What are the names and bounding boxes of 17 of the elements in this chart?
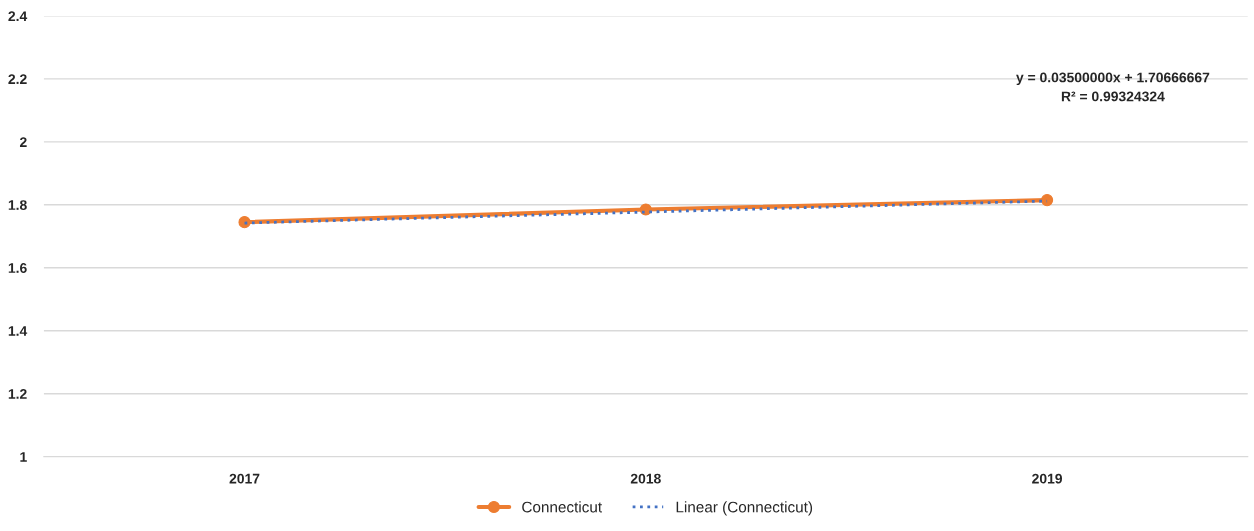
- x-tick-label: 2017: [229, 473, 260, 484]
- legend-label: Linear (Connecticut): [676, 501, 813, 516]
- point: [1041, 194, 1054, 207]
- annotation: y = 0.03500000x + 1.70666667: [1016, 72, 1210, 86]
- y-tick-label: 2.4: [8, 11, 28, 21]
- y-tick-label: 1.6: [8, 263, 27, 273]
- annotation: R² = 0.99324324: [1061, 91, 1165, 102]
- y-tick-label: 1.8: [8, 200, 27, 210]
- y-tick-label: 2: [19, 137, 27, 147]
- y-tick-label: 2.2: [8, 74, 27, 84]
- y-tick-label: 1.4: [8, 326, 28, 336]
- legend-label: Connecticut: [522, 501, 602, 513]
- point: [238, 216, 251, 229]
- y-tick-label: 1.2: [8, 389, 27, 399]
- x-tick-label: 2018: [630, 473, 661, 484]
- y-tick-label: 1: [20, 452, 27, 462]
- x-tick-label: 2019: [1032, 473, 1063, 484]
